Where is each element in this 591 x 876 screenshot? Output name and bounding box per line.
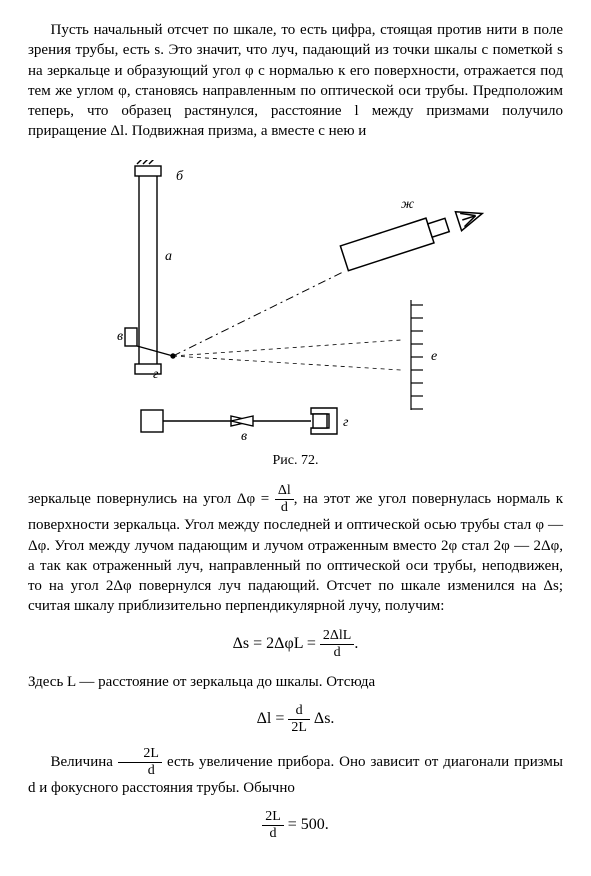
label-e: е [431, 349, 437, 364]
eq3-lhs: Δl = [257, 710, 285, 727]
label-zh: ж [401, 197, 414, 212]
eq4-num: 2L [118, 747, 162, 763]
eq2-frac: 2ΔlL d [320, 629, 354, 660]
formula-dl: Δl = d 2L Δs. [28, 704, 563, 735]
paragraph-3: Здесь L — расстояние от зеркальца до шка… [28, 672, 563, 692]
eq2-num: 2ΔlL [320, 629, 354, 645]
paragraph-1: Пусть начальный отсчет по шкале, то есть… [28, 20, 563, 142]
eq5-frac: 2L d [262, 810, 284, 841]
eq5-den: d [262, 826, 284, 841]
eq1-den: d [275, 500, 294, 515]
eq2-tail: . [354, 635, 358, 652]
label-a: а [165, 249, 172, 264]
eq3-num: d [288, 704, 310, 720]
figure-caption: Рис. 72. [28, 452, 563, 471]
label-v: в [241, 429, 247, 440]
eq2-den: d [320, 645, 354, 660]
label-g: г [153, 367, 159, 382]
paragraph-4: Величина 2L d есть увеличение прибора. О… [28, 747, 563, 798]
label-g2: г [343, 415, 349, 430]
label-v2: в [117, 329, 123, 344]
para2-prefix: зеркальце повернулись на угол Δφ = [28, 491, 269, 507]
eq5-tail: = 500. [284, 816, 329, 833]
eq3-den: 2L [288, 720, 310, 735]
para4-prefix: Величина [51, 754, 118, 770]
formula-mag: 2L d = 500. [28, 810, 563, 841]
paragraph-2: зеркальце повернулись на угол Δφ = Δl d … [28, 484, 563, 616]
label-b: б [176, 169, 184, 184]
eq3-tail: Δs. [310, 710, 335, 727]
figure-72: б а в г ж [28, 160, 563, 440]
para2-suffix: , на этот же угол повернулась нормаль к … [28, 491, 563, 614]
eq5-num: 2L [262, 810, 284, 826]
figure-svg: б а в г ж [81, 160, 511, 440]
eq4-den: d [118, 763, 162, 778]
eq1-frac: Δl d [275, 484, 294, 515]
eq2-lhs: Δs = 2ΔφL = [233, 635, 316, 652]
eq1-num: Δl [275, 484, 294, 500]
eq4-frac: 2L d [118, 747, 162, 778]
formula-ds: Δs = 2ΔφL = 2ΔlL d . [28, 629, 563, 660]
eq3-frac: d 2L [288, 704, 310, 735]
